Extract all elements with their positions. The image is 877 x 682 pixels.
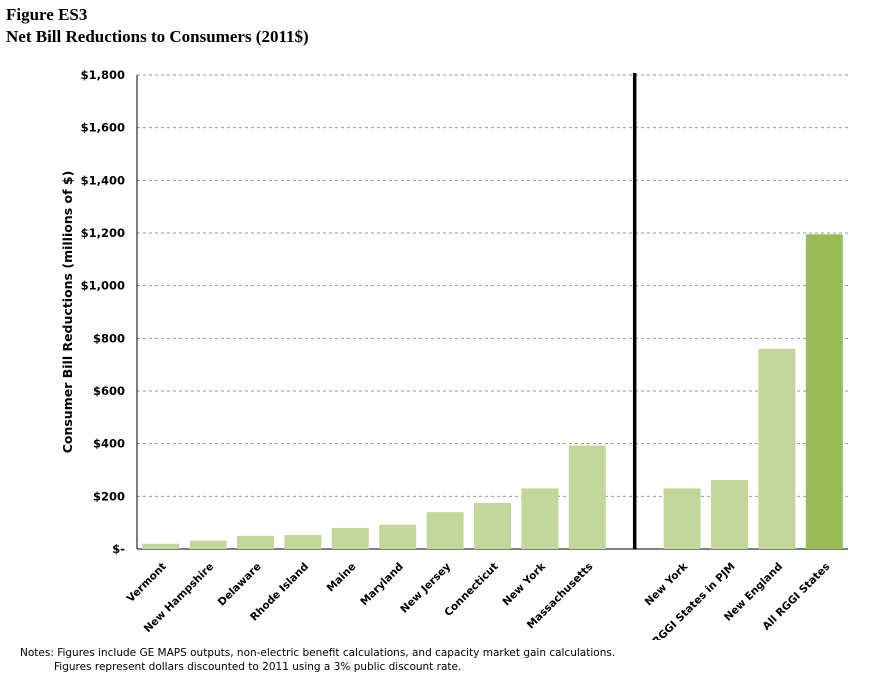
figure-heading: Figure ES3 Net Bill Reductions to Consum… [6, 4, 309, 48]
y-tick-label: $1,400 [81, 173, 125, 187]
y-tick-label: $1,600 [81, 121, 125, 135]
bar [521, 488, 559, 549]
y-tick-label: $600 [93, 384, 125, 398]
bar [237, 535, 274, 549]
y-tick-label: $- [112, 542, 125, 556]
bar [711, 480, 748, 549]
x-tick-label: New York [643, 560, 691, 608]
x-tick-label: Maine [325, 561, 359, 595]
bar [758, 348, 796, 549]
bar [426, 512, 464, 549]
y-tick-label: $200 [93, 489, 125, 503]
x-tick-label: New York [500, 560, 548, 608]
bar [805, 234, 843, 550]
bar [379, 524, 417, 549]
y-tick-label: $1,200 [81, 226, 125, 240]
figure-notes: Notes: Figures include GE MAPS outputs, … [20, 646, 615, 674]
figure-label: Figure ES3 [6, 5, 88, 24]
y-tick-label: $1,000 [81, 279, 125, 293]
y-tick-label: $800 [93, 331, 125, 345]
notes-line-2: Figures represent dollars discounted to … [54, 661, 462, 673]
y-axis-title: Consumer Bill Reductions (millions of $) [60, 171, 75, 454]
bar [568, 445, 606, 549]
notes-line-1: Notes: Figures include GE MAPS outputs, … [20, 647, 616, 659]
bar [284, 535, 322, 549]
bar [189, 540, 227, 549]
x-tick-label: RGGI States in PJM [650, 561, 737, 640]
y-tick-label: $1,800 [81, 68, 125, 82]
x-tick-label: Delaware [216, 561, 264, 609]
bar [474, 502, 511, 549]
x-tick-label: Vermont [125, 561, 169, 605]
bar [331, 527, 369, 549]
figure-title: Net Bill Reductions to Consumers (2011$) [6, 27, 309, 46]
x-tick-label: Maryland [358, 561, 406, 609]
bar [663, 488, 701, 549]
bar-chart: $- $200 $400 $600 $800 $1,000 $1,200 $1,400 $1,6… [60, 68, 848, 640]
y-tick-label: $400 [93, 437, 125, 451]
bar [142, 543, 180, 549]
